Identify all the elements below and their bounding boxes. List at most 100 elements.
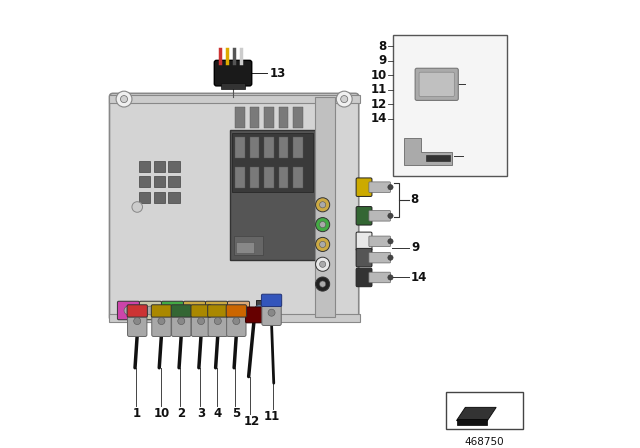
Bar [293, 137, 303, 159]
Circle shape [212, 306, 221, 315]
Text: 11: 11 [371, 83, 387, 96]
FancyBboxPatch shape [369, 272, 390, 283]
Text: 9: 9 [379, 54, 387, 67]
Text: 14: 14 [411, 271, 428, 284]
Bar [235, 108, 244, 129]
Bar [168, 161, 179, 172]
Bar [256, 300, 279, 318]
Bar [278, 167, 288, 189]
Circle shape [340, 95, 348, 103]
FancyBboxPatch shape [369, 182, 390, 193]
Circle shape [255, 305, 264, 314]
Circle shape [336, 91, 352, 107]
Bar [315, 97, 335, 317]
Circle shape [134, 318, 141, 325]
Circle shape [388, 213, 393, 219]
Bar [234, 236, 263, 255]
Bar [230, 130, 316, 260]
FancyBboxPatch shape [356, 232, 372, 250]
Text: 11: 11 [264, 409, 280, 423]
FancyBboxPatch shape [117, 301, 140, 320]
FancyBboxPatch shape [356, 248, 372, 267]
FancyBboxPatch shape [262, 300, 281, 325]
FancyBboxPatch shape [415, 68, 458, 100]
FancyBboxPatch shape [161, 301, 184, 320]
Circle shape [388, 239, 393, 244]
Text: 468750: 468750 [464, 437, 504, 448]
Circle shape [269, 305, 278, 314]
Bar [264, 167, 274, 189]
FancyBboxPatch shape [369, 252, 390, 263]
FancyBboxPatch shape [191, 305, 211, 317]
Circle shape [132, 202, 143, 212]
Bar [236, 242, 254, 253]
FancyBboxPatch shape [369, 211, 390, 221]
FancyBboxPatch shape [172, 311, 191, 336]
Text: 14: 14 [371, 112, 387, 125]
FancyBboxPatch shape [109, 93, 359, 321]
Text: 8: 8 [379, 40, 387, 53]
Text: 10: 10 [154, 408, 170, 421]
Bar [250, 137, 259, 159]
Text: 12: 12 [244, 415, 260, 428]
Circle shape [178, 318, 185, 325]
Circle shape [319, 241, 326, 247]
Bar [293, 108, 303, 129]
Text: 9: 9 [411, 241, 419, 254]
Text: 12: 12 [371, 98, 387, 111]
Text: 4: 4 [214, 408, 222, 421]
Circle shape [168, 306, 177, 315]
Bar [264, 108, 274, 129]
Circle shape [268, 309, 275, 316]
Bar [154, 176, 165, 187]
Circle shape [146, 306, 155, 315]
Circle shape [158, 318, 165, 325]
FancyBboxPatch shape [208, 305, 228, 317]
FancyBboxPatch shape [419, 72, 454, 96]
Bar [278, 137, 288, 159]
Bar [235, 167, 244, 189]
Bar [140, 176, 150, 187]
Circle shape [319, 281, 326, 287]
FancyBboxPatch shape [246, 307, 262, 323]
FancyBboxPatch shape [208, 311, 227, 336]
Bar [109, 314, 360, 323]
Bar [168, 176, 179, 187]
FancyBboxPatch shape [127, 305, 147, 317]
FancyBboxPatch shape [151, 305, 172, 317]
Text: 1: 1 [133, 408, 141, 421]
Bar [140, 161, 150, 172]
Bar [264, 137, 274, 159]
Text: 3: 3 [197, 408, 205, 421]
FancyBboxPatch shape [369, 236, 390, 247]
Circle shape [319, 261, 326, 267]
Circle shape [214, 318, 221, 325]
Bar [154, 192, 165, 202]
Circle shape [319, 202, 326, 208]
FancyBboxPatch shape [214, 60, 252, 86]
FancyBboxPatch shape [226, 305, 246, 317]
Circle shape [316, 198, 330, 212]
Text: 7: 7 [467, 78, 475, 90]
Circle shape [388, 275, 393, 280]
Bar [168, 192, 179, 202]
Circle shape [124, 306, 133, 315]
Bar [393, 35, 507, 176]
FancyBboxPatch shape [127, 311, 147, 336]
Polygon shape [456, 407, 496, 421]
Circle shape [190, 306, 199, 315]
FancyBboxPatch shape [191, 311, 211, 336]
Circle shape [116, 91, 132, 107]
Circle shape [316, 257, 330, 271]
Bar [445, 392, 523, 429]
FancyBboxPatch shape [205, 301, 227, 320]
FancyBboxPatch shape [184, 301, 205, 320]
FancyBboxPatch shape [140, 301, 161, 320]
FancyBboxPatch shape [171, 305, 191, 317]
Bar [456, 419, 487, 425]
FancyBboxPatch shape [227, 311, 246, 336]
Bar [109, 95, 360, 103]
Bar [235, 137, 244, 159]
Text: 6: 6 [465, 150, 473, 163]
FancyBboxPatch shape [261, 294, 282, 306]
